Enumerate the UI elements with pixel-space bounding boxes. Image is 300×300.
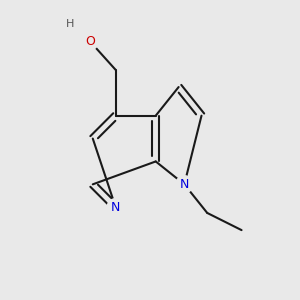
Circle shape: [176, 176, 193, 193]
Text: O: O: [85, 35, 95, 48]
Circle shape: [107, 199, 124, 216]
Text: H: H: [66, 19, 74, 29]
Circle shape: [81, 33, 98, 50]
Text: N: N: [111, 201, 120, 214]
Text: N: N: [180, 178, 189, 191]
